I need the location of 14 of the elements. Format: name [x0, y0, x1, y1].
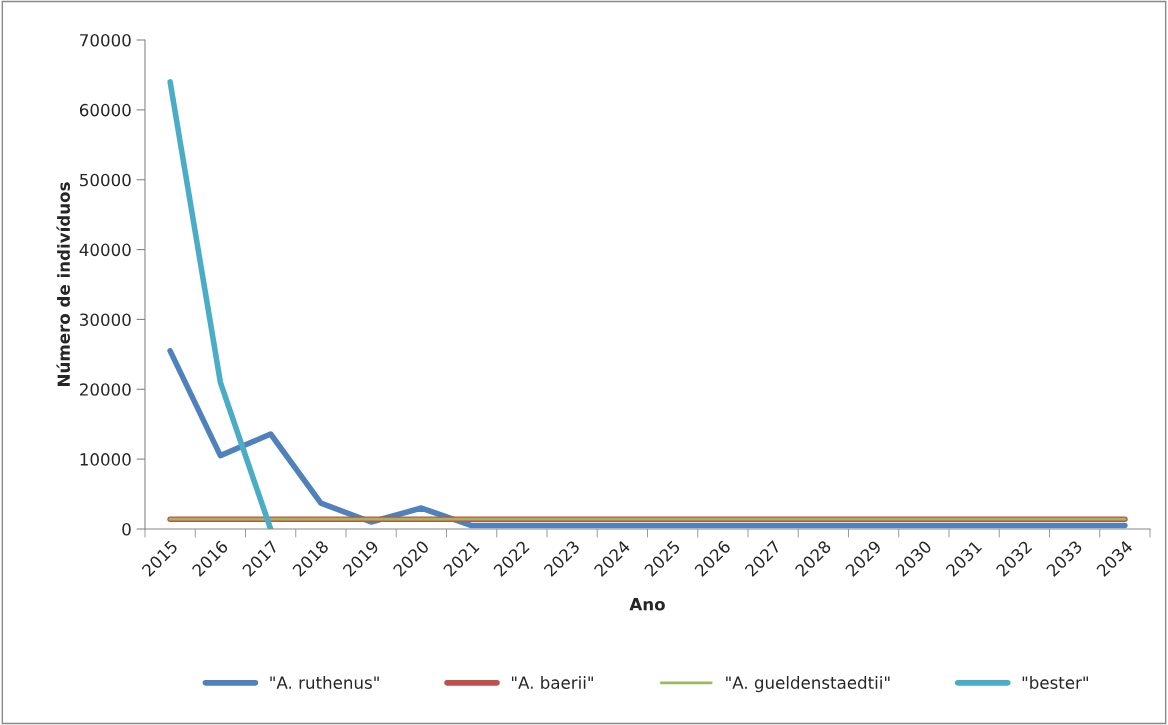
y-tick-label: 10000	[80, 453, 131, 466]
y-axis-title: Número de indivíduos	[56, 182, 70, 386]
y-tick-label: 30000	[80, 313, 131, 326]
y-tick-label: 70000	[80, 33, 131, 47]
y-tick-label: 0	[122, 522, 131, 536]
legend-label: "A. ruthenus"	[270, 676, 379, 689]
y-tick-label: 20000	[80, 383, 131, 396]
legend-label: "A. gueldenstaedtii"	[726, 676, 890, 693]
legend-label: "bester"	[1022, 676, 1088, 689]
x-axis-title: Ano	[629, 598, 665, 611]
y-tick-label: 60000	[79, 103, 131, 117]
legend-label: "A. baerii"	[511, 676, 593, 689]
y-tick-label: 50000	[80, 173, 131, 187]
y-tick-label: 40000	[79, 243, 131, 257]
